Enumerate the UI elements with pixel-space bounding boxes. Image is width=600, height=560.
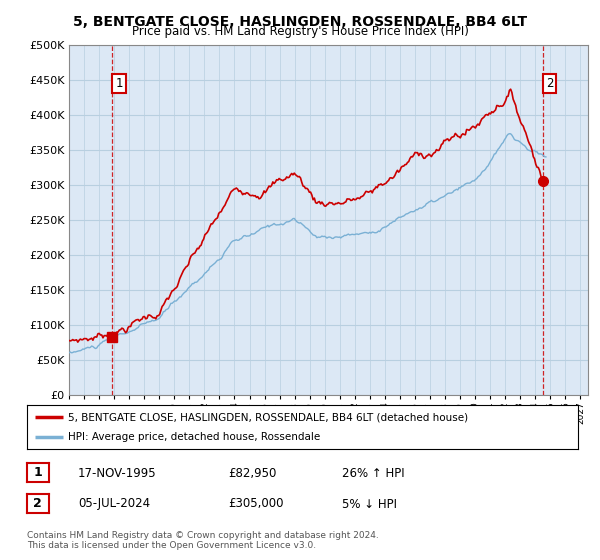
Text: £82,950: £82,950 <box>228 466 277 480</box>
Text: Price paid vs. HM Land Registry's House Price Index (HPI): Price paid vs. HM Land Registry's House … <box>131 25 469 38</box>
Text: £305,000: £305,000 <box>228 497 284 511</box>
Text: HPI: Average price, detached house, Rossendale: HPI: Average price, detached house, Ross… <box>68 432 320 442</box>
Text: Contains HM Land Registry data © Crown copyright and database right 2024.
This d: Contains HM Land Registry data © Crown c… <box>27 531 379 550</box>
Text: 2: 2 <box>34 497 42 510</box>
Text: 5% ↓ HPI: 5% ↓ HPI <box>342 497 397 511</box>
Text: 5, BENTGATE CLOSE, HASLINGDEN, ROSSENDALE, BB4 6LT: 5, BENTGATE CLOSE, HASLINGDEN, ROSSENDAL… <box>73 15 527 29</box>
Text: 1: 1 <box>34 466 42 479</box>
Text: 2: 2 <box>546 77 554 90</box>
Text: 17-NOV-1995: 17-NOV-1995 <box>78 466 157 480</box>
Text: 26% ↑ HPI: 26% ↑ HPI <box>342 466 404 480</box>
Text: 5, BENTGATE CLOSE, HASLINGDEN, ROSSENDALE, BB4 6LT (detached house): 5, BENTGATE CLOSE, HASLINGDEN, ROSSENDAL… <box>68 412 469 422</box>
Text: 1: 1 <box>115 77 123 90</box>
Text: 05-JUL-2024: 05-JUL-2024 <box>78 497 150 511</box>
